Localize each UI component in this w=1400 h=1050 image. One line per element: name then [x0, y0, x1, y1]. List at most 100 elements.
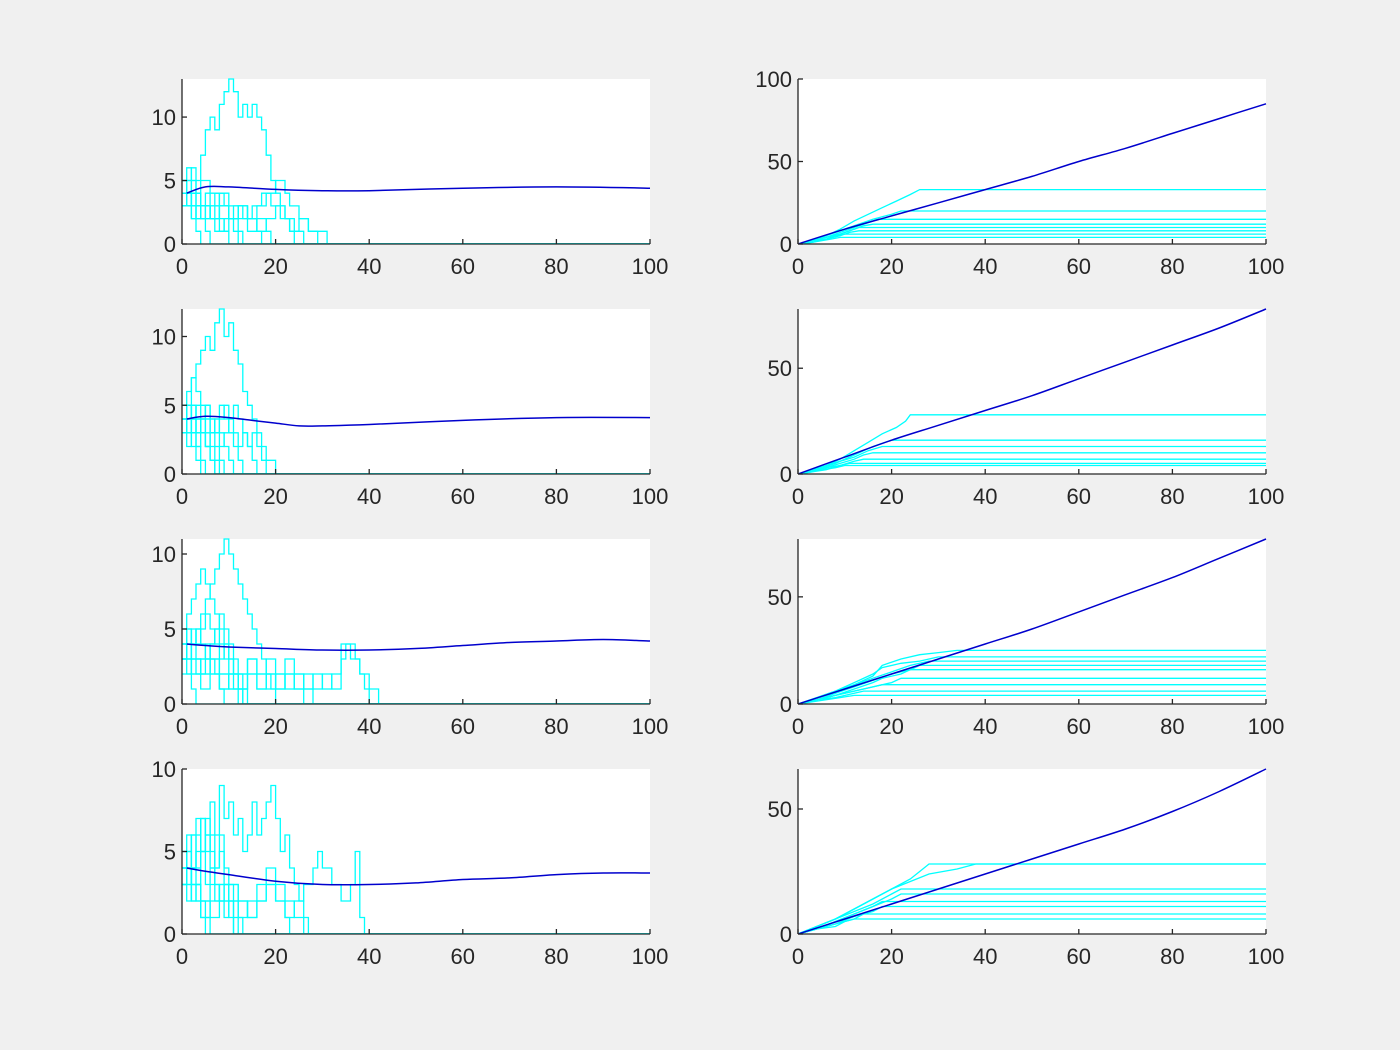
run-line-9 — [798, 694, 1266, 704]
run-line-1 — [182, 78, 650, 244]
y-tick-label: 0 — [164, 922, 176, 947]
x-tick-label: 20 — [263, 714, 287, 739]
x-tick-label: 80 — [544, 714, 568, 739]
run-line-7 — [798, 464, 1266, 474]
x-tick-label: 60 — [451, 714, 475, 739]
series-group — [182, 78, 651, 244]
run-line-11 — [182, 192, 650, 244]
series-group — [182, 308, 651, 474]
run-line-3 — [798, 888, 1266, 934]
x-tick-label: 20 — [879, 484, 903, 509]
subplot-1: 0 20 40 60 80 100 0 5 10 — [152, 78, 669, 279]
run-line-7 — [182, 404, 650, 474]
x-tick-label: 40 — [973, 484, 997, 509]
plot-area — [798, 769, 1266, 934]
y-tick-label: 0 — [780, 692, 792, 717]
x-tick-label: 80 — [1160, 714, 1184, 739]
y-tick-label: 0 — [164, 462, 176, 487]
run-line-8 — [798, 918, 1266, 934]
run-line-5 — [182, 658, 650, 704]
plot-area — [798, 79, 1266, 244]
x-tick-label: 100 — [632, 484, 669, 509]
y-tick-label: 0 — [780, 232, 792, 257]
mean-line — [186, 415, 651, 427]
run-line-10 — [182, 850, 650, 934]
plot-area — [798, 539, 1266, 704]
y-tick-label: 5 — [164, 393, 176, 418]
subplot-6: 0 20 40 60 80 100 0 50 — [768, 538, 1284, 739]
subplot-2: 0 20 40 60 80 100 0 50 100 — [755, 67, 1284, 279]
x-tick-label: 60 — [451, 254, 475, 279]
x-tick-label: 100 — [632, 254, 669, 279]
x-tick-label: 20 — [879, 944, 903, 969]
run-line-8 — [798, 690, 1266, 704]
mean-line — [186, 185, 651, 194]
mean-line — [798, 538, 1267, 704]
series-group — [182, 784, 651, 934]
x-tick-label: 20 — [263, 944, 287, 969]
run-line-8 — [798, 236, 1266, 244]
x-tick-label: 60 — [1067, 254, 1091, 279]
x-tick-label: 80 — [544, 484, 568, 509]
series-group — [798, 103, 1267, 244]
x-tick-label: 0 — [792, 714, 804, 739]
y-tick-label: 10 — [152, 757, 176, 782]
series-group — [798, 308, 1267, 474]
y-tick-label: 0 — [164, 692, 176, 717]
x-tick-label: 60 — [1067, 714, 1091, 739]
x-tick-label: 20 — [879, 254, 903, 279]
y-tick-label: 0 — [780, 462, 792, 487]
y-tick-label: 50 — [768, 150, 792, 175]
x-tick-label: 0 — [792, 254, 804, 279]
subplot-5: 0 20 40 60 80 100 0 5 10 — [152, 538, 669, 739]
y-tick-label: 50 — [768, 585, 792, 610]
mean-line — [798, 103, 1267, 244]
y-tick-label: 10 — [152, 325, 176, 350]
run-line-11 — [182, 643, 650, 704]
x-tick-label: 80 — [1160, 254, 1184, 279]
x-tick-label: 100 — [1248, 254, 1285, 279]
series-group — [798, 538, 1267, 704]
mean-line — [186, 638, 651, 651]
x-tick-label: 60 — [451, 944, 475, 969]
mean-line — [186, 867, 651, 886]
plot-area — [182, 769, 650, 934]
x-tick-label: 0 — [176, 944, 188, 969]
y-tick-label: 5 — [164, 169, 176, 194]
y-tick-label: 10 — [152, 542, 176, 567]
subplot-8: 0 20 40 60 80 100 0 50 — [768, 768, 1285, 969]
x-tick-label: 40 — [357, 944, 381, 969]
subplot-7: 0 20 40 60 80 100 0 5 10 — [152, 757, 669, 969]
x-tick-label: 100 — [632, 714, 669, 739]
x-tick-label: 40 — [973, 254, 997, 279]
y-tick-label: 10 — [152, 105, 176, 130]
x-tick-label: 0 — [176, 484, 188, 509]
run-line-9 — [182, 418, 650, 474]
x-tick-label: 80 — [544, 944, 568, 969]
plot-area — [182, 79, 650, 244]
x-tick-label: 80 — [544, 254, 568, 279]
run-line-2 — [798, 210, 1266, 244]
mean-line — [798, 768, 1267, 934]
run-line-10 — [182, 418, 650, 474]
x-tick-label: 60 — [1067, 484, 1091, 509]
mean-line — [798, 308, 1267, 474]
series-group — [798, 768, 1267, 934]
x-tick-label: 20 — [263, 254, 287, 279]
x-tick-label: 100 — [632, 944, 669, 969]
subplot-3: 0 20 40 60 80 100 0 5 10 — [152, 308, 669, 509]
run-line-4 — [798, 452, 1266, 474]
run-line-6 — [798, 230, 1266, 244]
x-tick-label: 40 — [973, 944, 997, 969]
x-tick-label: 0 — [176, 254, 188, 279]
x-tick-label: 0 — [792, 484, 804, 509]
y-tick-label: 5 — [164, 617, 176, 642]
x-tick-label: 40 — [357, 254, 381, 279]
x-tick-label: 0 — [792, 944, 804, 969]
x-tick-label: 100 — [1248, 944, 1285, 969]
y-tick-label: 0 — [164, 232, 176, 257]
x-tick-label: 80 — [1160, 944, 1184, 969]
x-tick-label: 60 — [451, 484, 475, 509]
x-tick-label: 40 — [357, 714, 381, 739]
x-tick-label: 100 — [1248, 484, 1285, 509]
